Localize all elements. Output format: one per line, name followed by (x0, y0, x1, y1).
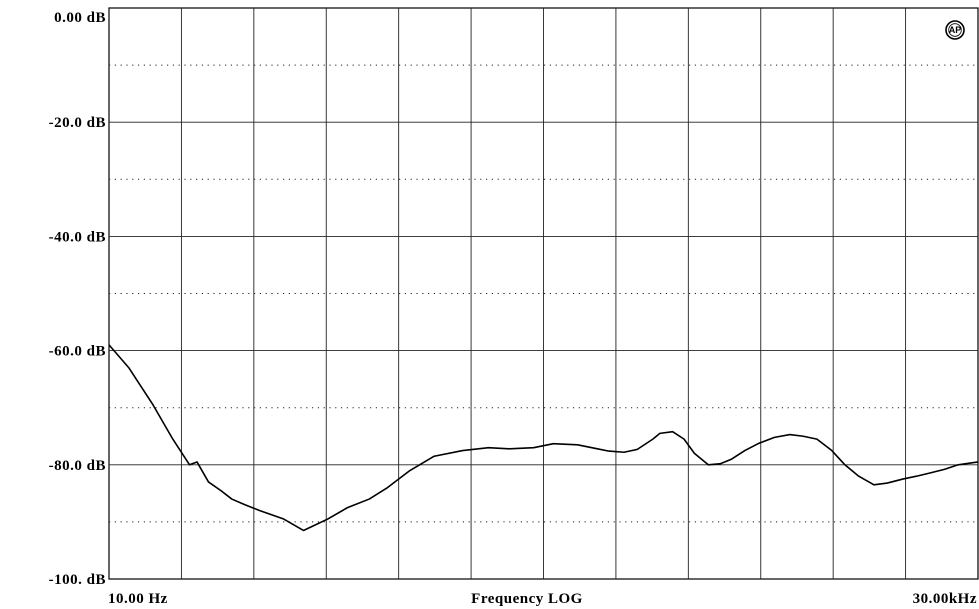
y-tick-labels: 0.00 dB -20.0 dB -40.0 dB -60.0 dB -80.0 dB -… (49, 10, 106, 588)
y-tick-label: -80.0 dB (49, 458, 106, 474)
x-tick-labels: 10.00 Hz Frequency LOG 30.00kHz (108, 591, 977, 607)
grid (108, 7, 979, 580)
x-tick-label-end: 30.00kHz (913, 591, 977, 607)
y-tick-label: -20.0 dB (49, 115, 106, 131)
x-axis-label: Frequency LOG (471, 591, 583, 607)
y-tick-label: -40.0 dB (49, 229, 106, 245)
y-tick-label: 0.00 dB (54, 10, 106, 26)
y-tick-label: -100. dB (49, 572, 106, 588)
y-tick-label: -60.0 dB (49, 344, 106, 360)
ap-logo-icon: AP (945, 20, 965, 40)
ap-logo-text: AP (949, 25, 962, 35)
series-layer (108, 344, 979, 532)
x-tick-label-start: 10.00 Hz (108, 591, 168, 607)
series-line-0 (108, 344, 979, 532)
